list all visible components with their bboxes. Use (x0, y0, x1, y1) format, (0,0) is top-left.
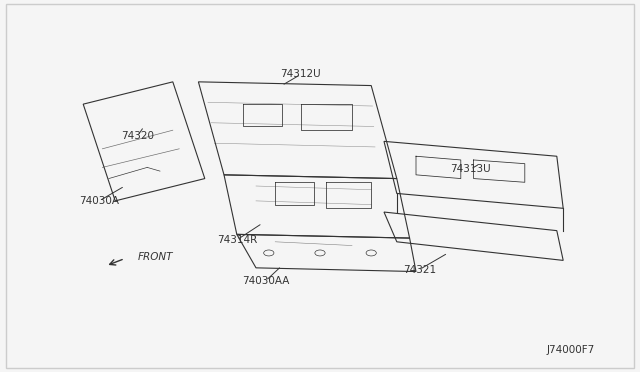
Text: 74030A: 74030A (79, 196, 119, 206)
Text: 74312U: 74312U (280, 70, 321, 79)
Text: 74321: 74321 (403, 265, 436, 275)
Text: FRONT: FRONT (138, 252, 173, 262)
Text: 74030AA: 74030AA (242, 276, 289, 286)
Text: 74320: 74320 (121, 131, 154, 141)
Text: 74314R: 74314R (217, 235, 257, 245)
Text: J74000F7: J74000F7 (547, 345, 595, 355)
Text: 74313U: 74313U (450, 164, 491, 174)
